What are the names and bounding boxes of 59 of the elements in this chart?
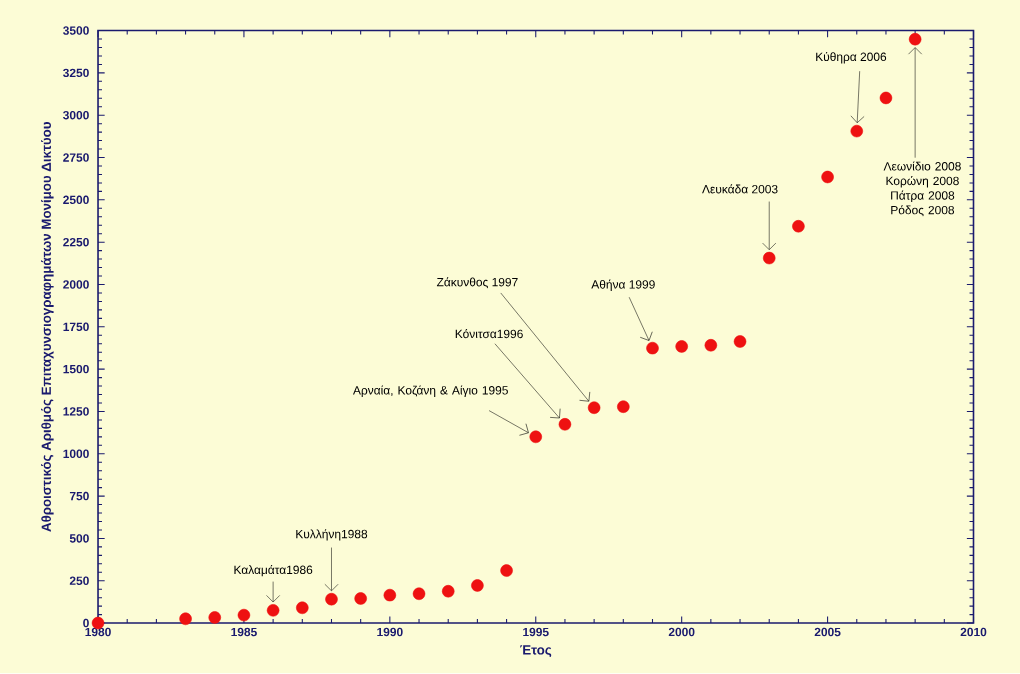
y-tick-label: 250 [69, 576, 89, 586]
y-tick-label: 3000 [63, 111, 89, 120]
x-tick-label: 2005 [814, 627, 841, 637]
point [704, 339, 718, 352]
annotation: Λευκάδα 2003 [702, 184, 778, 194]
point [500, 564, 513, 578]
y-tick-label: 2500 [63, 195, 89, 205]
annotation: Καλαμάτα1986 [234, 565, 313, 577]
annotation: Αρναία, Κοζάνη & Αίγιο 1995 [352, 385, 508, 398]
annotation: Ζάκυνθος 1997 [436, 277, 518, 289]
point [850, 125, 864, 138]
point [675, 340, 688, 353]
annotation: Λεωνίδιο 2008 Κορώνη 2008 Πάτρα 2008 Ρόδος 2008 [883, 161, 961, 217]
point [558, 418, 572, 431]
y-tick-label: 750 [69, 492, 89, 501]
annotation: Κόνιτσα1996 [455, 329, 523, 339]
x-axis-title: Έτος [520, 645, 552, 658]
point [237, 609, 251, 622]
x-tick-label: 1980 [85, 627, 111, 637]
point [879, 91, 893, 105]
point [733, 335, 747, 348]
y-tick-label: 500 [69, 534, 89, 543]
annotation: Κύθηρα 2006 [816, 52, 887, 64]
point [617, 400, 630, 414]
y-tick-label: 2750 [63, 153, 89, 162]
y-tick-label: 2000 [63, 280, 89, 289]
point [441, 585, 455, 598]
point [179, 612, 192, 626]
y-tick-label: 1250 [63, 407, 89, 416]
x-tick-label: 2010 [960, 627, 987, 637]
point [354, 592, 367, 605]
point [383, 589, 397, 602]
y-tick-label: 3250 [63, 68, 89, 78]
point [208, 611, 221, 624]
x-tick-label: 1990 [377, 627, 403, 637]
point [646, 342, 659, 355]
point [266, 604, 280, 617]
y-tick-label: 3500 [63, 26, 89, 36]
point [792, 220, 805, 233]
y-tick-label: 0 [83, 619, 89, 628]
point [325, 593, 338, 606]
annotation: Αθήνα 1999 [591, 279, 655, 292]
x-tick-label: 2000 [668, 627, 695, 637]
annotation: Κυλλήνη1988 [296, 529, 368, 541]
point [296, 601, 309, 615]
point [412, 587, 426, 601]
point [762, 252, 776, 265]
point [587, 401, 601, 415]
point [908, 33, 922, 46]
y-tick-label: 1500 [63, 365, 89, 374]
x-tick-label: 1995 [523, 627, 549, 637]
y-tick-label: 1000 [63, 449, 89, 459]
point [471, 579, 484, 592]
y-axis-title: Αθροιστικός Αριθμός Επιταχυνσιογραφημάτων Μονίμου Δικτύου [41, 122, 54, 532]
point [821, 170, 834, 184]
y-tick-label: 1750 [63, 322, 89, 332]
y-tick-label: 2250 [63, 238, 89, 247]
point [529, 430, 543, 444]
x-tick-label: 1985 [231, 627, 257, 637]
